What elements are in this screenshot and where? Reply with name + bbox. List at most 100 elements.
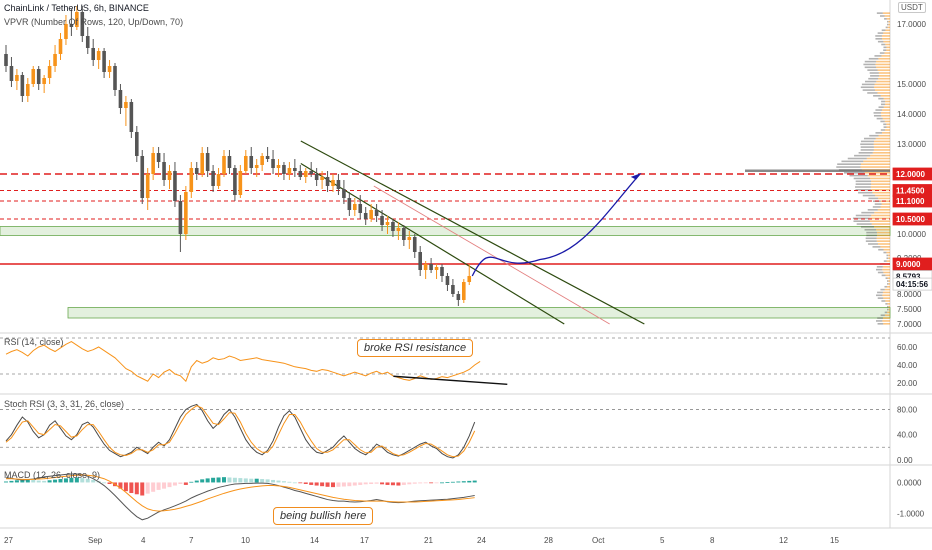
volume-profile-bar bbox=[864, 60, 877, 63]
candle-body bbox=[429, 264, 433, 270]
rsi-axis-tick: 20.00 bbox=[897, 379, 918, 388]
macd-histogram-bar bbox=[25, 479, 30, 483]
candle-body bbox=[380, 216, 384, 225]
volume-profile-bar bbox=[871, 180, 890, 183]
volume-profile-bar bbox=[884, 311, 888, 314]
candle-body bbox=[135, 132, 139, 156]
candle-body bbox=[385, 222, 390, 225]
x-axis-label: 15 bbox=[830, 536, 839, 545]
macd-histogram-bar bbox=[129, 482, 134, 494]
volume-profile-bar bbox=[855, 189, 872, 191]
candle-body bbox=[31, 69, 36, 84]
volume-profile-bar bbox=[876, 80, 890, 83]
macd-histogram-bar bbox=[472, 480, 477, 483]
volume-profile-bar bbox=[877, 243, 890, 245]
volume-profile-bar bbox=[881, 109, 890, 111]
macd-signal-line bbox=[6, 474, 475, 512]
volume-profile-bar bbox=[864, 80, 877, 83]
volume-profile-bar bbox=[883, 323, 890, 325]
currency-badge[interactable]: USDT bbox=[898, 2, 926, 13]
volume-profile-bar bbox=[882, 117, 890, 120]
candle-body bbox=[233, 168, 237, 195]
volume-profile-bar bbox=[875, 38, 882, 40]
volume-profile-bar bbox=[860, 86, 874, 89]
candle-body bbox=[4, 54, 8, 66]
x-axis-label: 24 bbox=[477, 536, 486, 545]
macd-histogram-bar bbox=[205, 478, 210, 483]
volume-profile-bar bbox=[869, 220, 890, 222]
volume-profile-bar bbox=[861, 83, 875, 86]
candle-body bbox=[309, 171, 313, 174]
macd-histogram-bar bbox=[434, 482, 439, 484]
volume-profile-bar bbox=[860, 146, 874, 148]
macd-histogram-bar bbox=[347, 482, 352, 487]
candle-body bbox=[314, 174, 319, 180]
candle-body bbox=[287, 168, 292, 174]
volume-profile-bar bbox=[876, 117, 883, 120]
volume-profile-bar bbox=[868, 57, 879, 60]
volume-profile-bar bbox=[887, 20, 889, 23]
volume-profile-bar bbox=[881, 114, 890, 117]
candle-body bbox=[320, 177, 324, 180]
volume-profile-bar bbox=[865, 237, 877, 240]
price-label-box bbox=[892, 257, 932, 271]
volume-profile-bar bbox=[864, 228, 876, 231]
price-label-box bbox=[892, 212, 932, 226]
volume-profile-bar bbox=[858, 191, 873, 194]
volume-profile-bar bbox=[888, 305, 890, 308]
macd-histogram-bar bbox=[63, 478, 68, 483]
candle-body bbox=[227, 156, 232, 168]
channel-mid-line bbox=[373, 185, 610, 325]
macd-title: MACD (12, 26, close, 9) bbox=[4, 470, 101, 480]
macd-histogram-bar bbox=[265, 479, 270, 483]
macd-histogram-bar bbox=[194, 480, 199, 483]
volume-profile-bar bbox=[874, 140, 890, 143]
volume-profile-bar bbox=[886, 126, 890, 128]
price-label: 04:15:56 bbox=[896, 280, 929, 289]
candle-body bbox=[113, 66, 117, 90]
volume-profile-bar bbox=[882, 291, 890, 294]
volume-profile-bar bbox=[852, 217, 870, 220]
volume-profile-bar bbox=[876, 237, 890, 240]
candle-body bbox=[440, 267, 444, 276]
macd-histogram-bar bbox=[325, 482, 330, 487]
volume-profile-bar bbox=[870, 186, 890, 188]
volume-profile-bar bbox=[878, 134, 890, 137]
volume-profile-bar bbox=[879, 52, 885, 54]
macd-histogram-bar bbox=[418, 482, 423, 484]
volume-profile-bar bbox=[887, 303, 890, 305]
volume-profile-bar bbox=[873, 86, 890, 89]
volume-profile-bar bbox=[881, 100, 886, 103]
macd-histogram-bar bbox=[260, 479, 265, 483]
macd-histogram-bar bbox=[292, 482, 297, 484]
candle-body bbox=[140, 156, 145, 198]
volume-profile-bar bbox=[876, 234, 890, 237]
macd-histogram-bar bbox=[363, 482, 368, 485]
candle-body bbox=[96, 51, 101, 60]
volume-profile-bar bbox=[886, 46, 890, 49]
macd-histogram-bar bbox=[440, 482, 444, 484]
macd-histogram-bar bbox=[183, 482, 188, 485]
volume-profile-bar bbox=[888, 254, 890, 257]
candle-body bbox=[216, 174, 221, 186]
volume-profile-bar bbox=[864, 66, 877, 69]
symbol-title: ChainLink / TetherUS, 6h, BINANCE bbox=[4, 3, 149, 13]
candle-body bbox=[271, 159, 275, 168]
volume-profile-bar bbox=[875, 228, 890, 231]
candle-body bbox=[85, 36, 90, 48]
price-label: 12.0000 bbox=[896, 170, 925, 179]
volume-profile-bar bbox=[873, 112, 881, 114]
candle-body bbox=[358, 204, 363, 213]
volume-profile-bar bbox=[880, 103, 886, 106]
volume-profile-bar bbox=[884, 288, 890, 291]
projection-arrowhead bbox=[630, 172, 642, 180]
volume-profile-bar bbox=[880, 206, 890, 208]
volume-profile-bar bbox=[876, 66, 890, 69]
price-label-box bbox=[892, 277, 932, 291]
volume-profile-bar bbox=[860, 149, 874, 151]
volume-profile-bar bbox=[885, 100, 890, 103]
volume-profile-bar bbox=[880, 112, 890, 114]
stoch-rsi-title: Stoch RSI (3, 3, 31, 26, close) bbox=[4, 399, 125, 409]
x-axis-label: 12 bbox=[779, 536, 788, 545]
